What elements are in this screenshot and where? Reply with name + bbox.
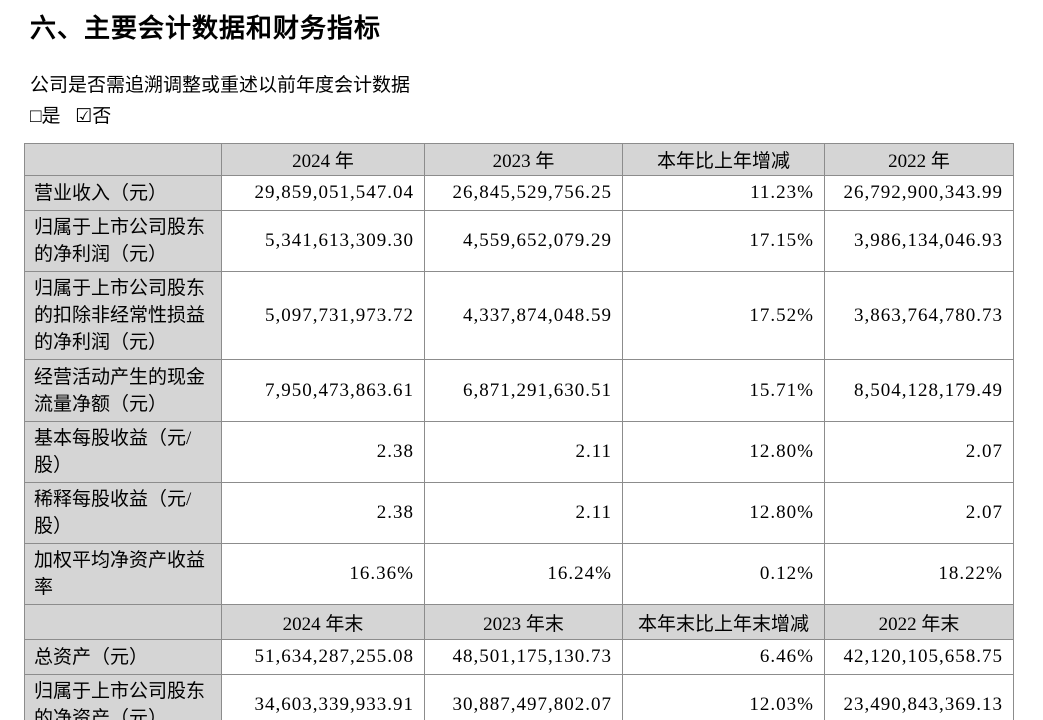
metric-label-cell: 稀释每股收益（元/ 股） — [24, 482, 222, 544]
metric-value-cell: 7,950,473,863.61 — [221, 359, 425, 422]
metric-label-cell: 经营活动产生的现金 流量净额（元） — [24, 359, 222, 422]
checkbox-no-checked: ☑否 — [75, 106, 112, 127]
table-header-row-year-end: 2024 年末 2023 年末 本年末比上年末增减 2022 年末 — [24, 604, 1014, 640]
metric-value-cell: 5,341,613,309.30 — [221, 210, 425, 272]
metric-value-cell: 23,490,843,369.13 — [824, 674, 1014, 720]
metric-label-cell: 基本每股收益（元/ 股） — [24, 421, 222, 483]
metric-value-cell: 6.46% — [622, 639, 825, 675]
metric-value-cell: 11.23% — [622, 175, 825, 211]
metric-value-cell: 2.07 — [824, 482, 1014, 544]
restatement-question: 公司是否需追溯调整或重述以前年度会计数据 — [30, 75, 411, 96]
metric-value-cell: 4,559,652,079.29 — [424, 210, 623, 272]
table-row-revenue: 营业收入（元） 29,859,051,547.04 26,845,529,756… — [24, 175, 1014, 211]
metric-value-cell: 16.24% — [424, 543, 623, 605]
metric-value-cell: 12.03% — [622, 674, 825, 720]
metric-value-cell: 12.80% — [622, 421, 825, 483]
metric-value-cell: 17.15% — [622, 210, 825, 272]
metric-value-cell: 2.11 — [424, 482, 623, 544]
header-2023-end: 2023 年末 — [424, 604, 623, 640]
metric-value-cell: 30,887,497,802.07 — [424, 674, 623, 720]
metric-label-cell: 加权平均净资产收益 率 — [24, 543, 222, 605]
metric-label-cell: 归属于上市公司股东 的扣除非经常性损益 的净利润（元） — [24, 271, 222, 360]
metric-label-cell: 总资产（元） — [24, 639, 222, 675]
header-2024: 2024 年 — [221, 143, 425, 176]
page-title: 六、主要会计数据和财务指标 — [30, 14, 382, 43]
metric-value-cell: 51,634,287,255.08 — [221, 639, 425, 675]
table-row-weighted-avg-roe: 加权平均净资产收益 率 16.36% 16.24% 0.12% 18.22% — [24, 543, 1014, 605]
header-2022-end: 2022 年末 — [824, 604, 1014, 640]
header-blank-cell — [24, 604, 222, 640]
metric-value-cell: 26,792,900,343.99 — [824, 175, 1014, 211]
header-2024-end: 2024 年末 — [221, 604, 425, 640]
metric-value-cell: 5,097,731,973.72 — [221, 271, 425, 360]
table-row-total-assets: 总资产（元） 51,634,287,255.08 48,501,175,130.… — [24, 639, 1014, 675]
metric-value-cell: 8,504,128,179.49 — [824, 359, 1014, 422]
table-row-basic-eps: 基本每股收益（元/ 股） 2.38 2.11 12.80% 2.07 — [24, 421, 1014, 483]
metric-value-cell: 2.38 — [221, 482, 425, 544]
metric-label-cell: 归属于上市公司股东 的净资产（元） — [24, 674, 222, 720]
metric-value-cell: 29,859,051,547.04 — [221, 175, 425, 211]
table-row-net-profit-excl-nonrecurring: 归属于上市公司股东 的扣除非经常性损益 的净利润（元） 5,097,731,97… — [24, 271, 1014, 360]
header-year-end-change: 本年末比上年末增减 — [622, 604, 825, 640]
financial-indicators-table: 2024 年 2023 年 本年比上年增减 2022 年 营业收入（元） 29,… — [24, 143, 1014, 720]
header-2022: 2022 年 — [824, 143, 1014, 176]
metric-value-cell: 15.71% — [622, 359, 825, 422]
metric-value-cell: 16.36% — [221, 543, 425, 605]
metric-value-cell: 6,871,291,630.51 — [424, 359, 623, 422]
metric-value-cell: 4,337,874,048.59 — [424, 271, 623, 360]
header-2023: 2023 年 — [424, 143, 623, 176]
metric-value-cell: 48,501,175,130.73 — [424, 639, 623, 675]
metric-value-cell: 2.11 — [424, 421, 623, 483]
header-yoy-change: 本年比上年增减 — [622, 143, 825, 176]
metric-label-cell: 归属于上市公司股东 的净利润（元） — [24, 210, 222, 272]
table-header-row-annual: 2024 年 2023 年 本年比上年增减 2022 年 — [24, 143, 1014, 176]
metric-value-cell: 42,120,105,658.75 — [824, 639, 1014, 675]
metric-label-cell: 营业收入（元） — [24, 175, 222, 211]
table-row-net-profit: 归属于上市公司股东 的净利润（元） 5,341,613,309.30 4,559… — [24, 210, 1014, 272]
metric-value-cell: 26,845,529,756.25 — [424, 175, 623, 211]
header-blank-cell — [24, 143, 222, 176]
metric-value-cell: 17.52% — [622, 271, 825, 360]
metric-value-cell: 34,603,339,933.91 — [221, 674, 425, 720]
restatement-answer: □是 ☑否 — [30, 105, 1043, 129]
metric-value-cell: 0.12% — [622, 543, 825, 605]
table-row-operating-cash-flow: 经营活动产生的现金 流量净额（元） 7,950,473,863.61 6,871… — [24, 359, 1014, 422]
table-row-diluted-eps: 稀释每股收益（元/ 股） 2.38 2.11 12.80% 2.07 — [24, 482, 1014, 544]
metric-value-cell: 12.80% — [622, 482, 825, 544]
checkbox-yes: □是 — [30, 106, 61, 127]
metric-value-cell: 3,863,764,780.73 — [824, 271, 1014, 360]
table-row-net-assets: 归属于上市公司股东 的净资产（元） 34,603,339,933.91 30,8… — [24, 674, 1014, 720]
metric-value-cell: 2.07 — [824, 421, 1014, 483]
document-page: 六、主要会计数据和财务指标 公司是否需追溯调整或重述以前年度会计数据 □是 ☑否… — [0, 12, 1043, 720]
metric-value-cell: 3,986,134,046.93 — [824, 210, 1014, 272]
metric-value-cell: 2.38 — [221, 421, 425, 483]
metric-value-cell: 18.22% — [824, 543, 1014, 605]
